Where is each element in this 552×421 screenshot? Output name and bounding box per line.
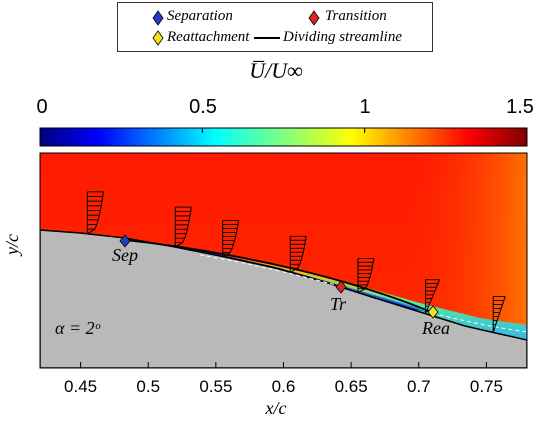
legend-transition: Transition bbox=[325, 8, 387, 24]
velocity-profile bbox=[492, 295, 506, 333]
velocity-profile bbox=[289, 235, 307, 273]
velocity-profile bbox=[222, 220, 240, 257]
transition-marker bbox=[335, 280, 347, 294]
x-tick-label: 0.65 bbox=[334, 377, 368, 396]
tr-label: Tr bbox=[330, 294, 347, 314]
sep-label: Sep bbox=[112, 245, 138, 265]
velocity-profile bbox=[357, 258, 375, 293]
velocity-profile bbox=[174, 206, 192, 248]
x-tick-label: 0.55 bbox=[199, 377, 233, 396]
colorbar-tick: 0.5 bbox=[189, 96, 217, 118]
separation-marker bbox=[119, 234, 131, 248]
legend-separation: Separation bbox=[167, 8, 233, 24]
legend-dividing-streamline: Dividing streamline bbox=[283, 29, 403, 45]
colorbar-tick: 1.5 bbox=[506, 96, 534, 118]
y-axis-label: y/c bbox=[2, 234, 22, 255]
velocity-profile bbox=[425, 279, 441, 314]
angle-label: α = 2ᵒ bbox=[55, 318, 100, 338]
dividing-streamline bbox=[124, 239, 434, 314]
x-axis-label: x/c bbox=[265, 398, 287, 418]
x-tick-label: 0.7 bbox=[406, 377, 431, 396]
legend: Separation Transition Reattachment Divid… bbox=[117, 2, 433, 52]
reattachment-marker bbox=[427, 305, 439, 319]
colorbar-tick: 1 bbox=[359, 96, 371, 118]
colorbar-tick: 0 bbox=[36, 96, 48, 118]
x-tick-label: 0.6 bbox=[271, 377, 296, 396]
x-tick-label: 0.75 bbox=[469, 377, 503, 396]
x-tick-label: 0.5 bbox=[136, 377, 161, 396]
separation-legend-marker bbox=[152, 10, 164, 26]
velocity-profile bbox=[86, 191, 104, 235]
reattachment-legend-marker bbox=[152, 30, 164, 46]
colorbar bbox=[39, 127, 528, 147]
x-tick-label: 0.45 bbox=[64, 377, 98, 396]
rea-label: Rea bbox=[422, 318, 450, 338]
velocity-field bbox=[40, 153, 527, 368]
colorbar-title: U̅/U∞ bbox=[249, 58, 303, 83]
legend-reattachment: Reattachment bbox=[167, 29, 250, 45]
transition-legend-marker bbox=[308, 10, 320, 26]
